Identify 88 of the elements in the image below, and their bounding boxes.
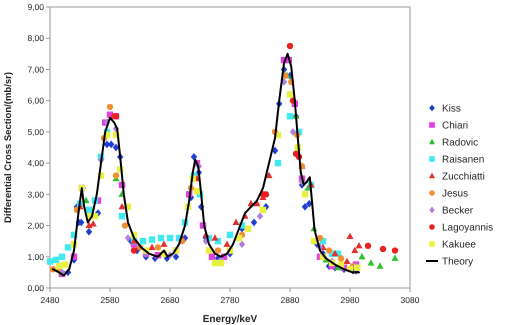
point bbox=[140, 238, 146, 244]
x-axis-title: Energy/keV bbox=[202, 314, 258, 325]
point bbox=[343, 258, 351, 264]
point bbox=[208, 254, 216, 260]
point bbox=[154, 244, 162, 251]
point bbox=[238, 240, 246, 248]
x-tick-label: 2880 bbox=[280, 295, 300, 305]
point bbox=[112, 144, 120, 152]
point bbox=[106, 104, 114, 110]
point bbox=[272, 146, 278, 154]
point bbox=[302, 191, 308, 198]
point bbox=[226, 232, 234, 238]
point bbox=[58, 254, 66, 260]
point bbox=[112, 172, 120, 179]
point bbox=[376, 262, 384, 269]
x-tick-label: 3080 bbox=[400, 295, 420, 305]
legend-label: Radovic bbox=[442, 138, 478, 148]
point bbox=[194, 188, 200, 194]
point bbox=[290, 128, 296, 136]
point bbox=[326, 247, 332, 254]
point bbox=[86, 228, 92, 236]
y-axis-title: Differential Cross Section/(mb/sr) bbox=[3, 72, 14, 223]
point bbox=[223, 240, 231, 247]
y-tick-label: 2,00 bbox=[27, 220, 44, 231]
point bbox=[302, 202, 308, 211]
point bbox=[355, 242, 363, 248]
point bbox=[367, 259, 375, 266]
y-tick-label: 3,00 bbox=[27, 189, 44, 200]
x-tick-label: 2980 bbox=[340, 295, 360, 305]
x-tick-label: 2580 bbox=[100, 295, 120, 305]
point bbox=[256, 212, 264, 220]
legend-label: Lagoyannis bbox=[442, 222, 494, 234]
x-tick-label: 2780 bbox=[220, 295, 240, 305]
point bbox=[364, 242, 372, 250]
point bbox=[160, 240, 168, 247]
point bbox=[260, 206, 266, 214]
point bbox=[172, 252, 180, 261]
legend-label: Theory bbox=[442, 256, 474, 268]
legend-label: Zucchiatti bbox=[442, 172, 485, 182]
point bbox=[392, 247, 398, 254]
y-tick-label: 5,00 bbox=[27, 126, 44, 137]
point bbox=[108, 140, 114, 148]
point bbox=[62, 261, 68, 268]
y-tick-label: 6,00 bbox=[27, 96, 44, 106]
point bbox=[354, 264, 360, 271]
x-tick-label: 2480 bbox=[40, 295, 60, 305]
point bbox=[214, 247, 222, 254]
point bbox=[358, 252, 366, 260]
y-tick-label: 4,00 bbox=[27, 158, 44, 168]
point bbox=[148, 236, 156, 243]
point bbox=[265, 172, 273, 178]
point bbox=[338, 255, 344, 262]
point bbox=[211, 234, 219, 241]
point bbox=[380, 246, 386, 252]
y-tick-label: 9,00 bbox=[27, 2, 44, 12]
legend-label: Jesus bbox=[442, 188, 468, 200]
legend-label: Kakuee bbox=[442, 240, 476, 250]
point bbox=[286, 113, 294, 120]
y-tick-label: 0,00 bbox=[27, 282, 44, 293]
point bbox=[148, 244, 156, 250]
point bbox=[52, 256, 60, 264]
point bbox=[274, 160, 282, 166]
point bbox=[118, 212, 126, 220]
point bbox=[244, 225, 252, 232]
point bbox=[124, 234, 132, 242]
legend-label: Raisanen bbox=[442, 154, 484, 166]
x-tick-label: 2680 bbox=[160, 295, 180, 305]
point bbox=[346, 232, 354, 240]
point bbox=[130, 247, 138, 254]
legend-label: Kiss bbox=[442, 104, 461, 114]
point bbox=[286, 91, 294, 98]
point bbox=[232, 218, 240, 225]
point bbox=[351, 246, 358, 254]
point bbox=[118, 202, 126, 210]
point bbox=[64, 244, 72, 251]
y-tick-label: 1,00 bbox=[27, 252, 44, 262]
y-tick-label: 8,00 bbox=[27, 33, 44, 44]
y-tick-label: 7,00 bbox=[27, 64, 44, 74]
point bbox=[286, 42, 294, 50]
legend-label: Becker bbox=[442, 206, 474, 216]
point bbox=[250, 218, 258, 226]
point bbox=[190, 153, 198, 161]
point bbox=[391, 254, 399, 261]
point bbox=[90, 220, 97, 227]
point bbox=[331, 250, 339, 256]
legend-label: Chiari bbox=[442, 120, 468, 132]
point bbox=[56, 262, 62, 270]
point bbox=[122, 222, 128, 229]
